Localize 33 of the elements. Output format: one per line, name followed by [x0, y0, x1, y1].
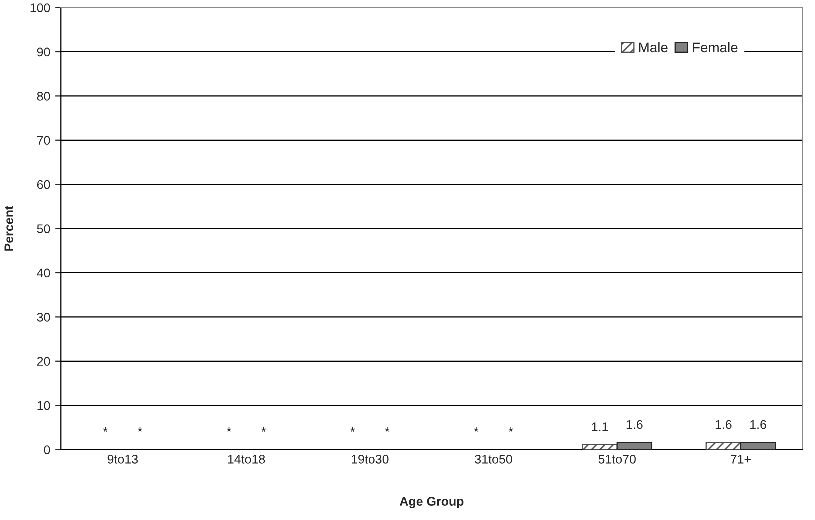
legend-label: Female — [693, 42, 738, 53]
data-label: 1.6 — [750, 420, 766, 430]
y-axis-title: Percent — [4, 206, 14, 251]
y-tick-label: 0 — [44, 446, 50, 454]
text: * — [262, 428, 266, 432]
data-label: 1.1 — [592, 422, 608, 432]
text: * — [474, 428, 479, 432]
text: * — [508, 428, 514, 432]
x-tick-label: 14to18 — [228, 454, 266, 464]
text: * — [385, 428, 390, 432]
data-label: 1.6 — [716, 420, 732, 430]
x-tick-label: 19to30 — [352, 454, 389, 464]
x-tick-label: 71+ — [731, 455, 751, 464]
y-tick-label: 10 — [38, 401, 50, 410]
x-tick-label: 9to13 — [108, 454, 138, 464]
text: * — [227, 428, 232, 432]
y-tick-label: 80 — [37, 92, 50, 101]
text: * — [350, 428, 356, 432]
x-axis-title: Age Group — [400, 497, 464, 509]
y-tick-label: 20 — [37, 357, 50, 366]
x-tick-label: 31to50 — [475, 454, 512, 464]
legend-label: Male — [639, 42, 668, 53]
y-tick-label: 40 — [37, 268, 50, 278]
x-tick-label: 51to70 — [598, 454, 636, 464]
data-label: 1.6 — [626, 420, 643, 430]
y-tick-label: 60 — [37, 180, 50, 190]
y-tick-label: 100 — [30, 4, 50, 12]
text: * — [138, 428, 142, 432]
y-tick-label: 90 — [37, 48, 50, 57]
y-tick-label: 50 — [37, 224, 50, 234]
y-tick-label: 30 — [37, 313, 50, 322]
y-tick-label: 70 — [37, 136, 50, 146]
text: * — [103, 428, 108, 432]
